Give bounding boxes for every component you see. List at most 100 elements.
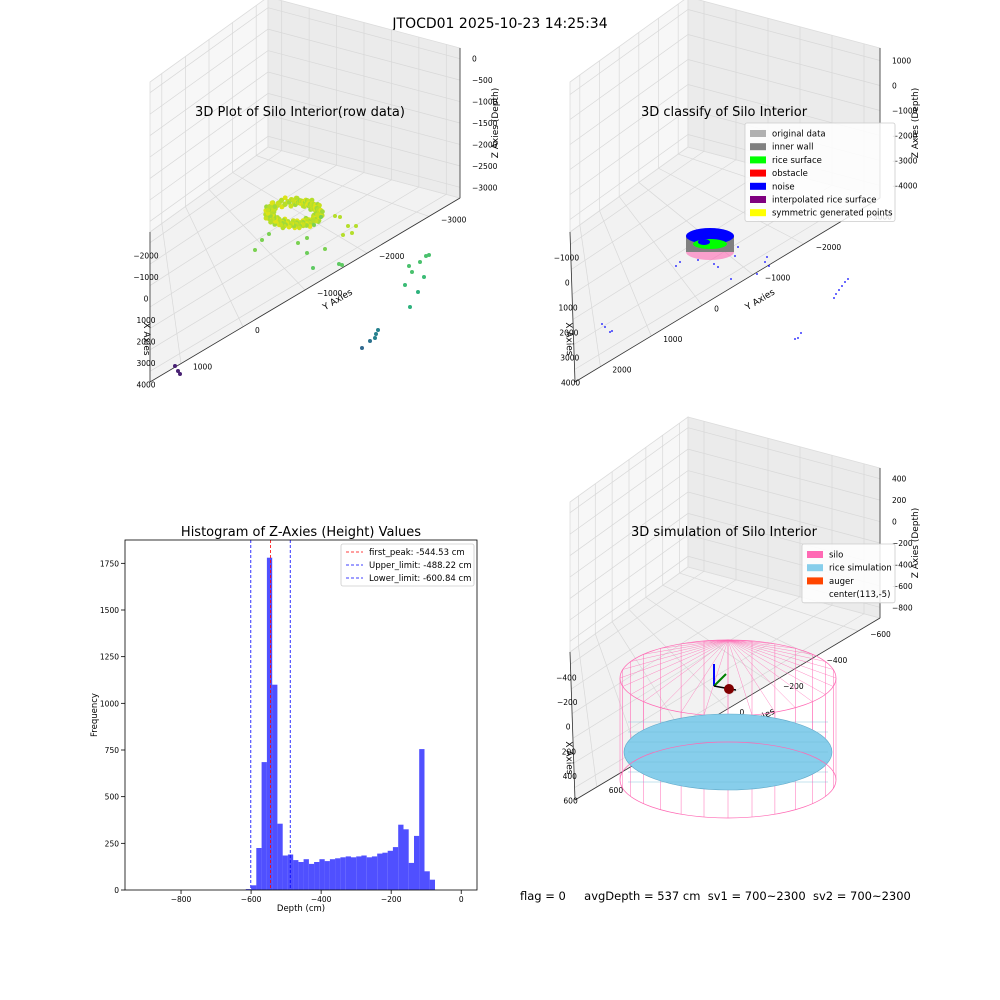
chart-title: 3D classify of Silo Interior [641,105,808,120]
point-raw [422,275,426,279]
histogram-bar [419,749,425,890]
silo-roof-wire [727,639,813,655]
x-axis-line [569,651,576,801]
point-raw [173,364,177,368]
y-tick-label: −200 [783,682,804,691]
legend-swatch [750,169,766,177]
legend-label: inner wall [772,143,813,153]
x-tick-label: −1000 [133,273,159,282]
histogram-bar [345,856,351,890]
point-rice-surface [269,200,275,206]
legend-swatch [750,156,766,164]
grid-y [645,597,772,684]
silo-roof-wire [660,639,729,708]
point-raw [374,332,378,336]
z-tick-label: −3000 [892,157,918,166]
grid-z [149,50,461,136]
silo-roof-wire [643,639,729,655]
silo-roof-wire [622,639,729,670]
point-raw [333,214,337,218]
point-noise [800,332,802,334]
panel-histogram: Histogram of Z-Axies (Height) Values −800… [90,525,478,914]
point-raw [416,290,420,294]
silo-roof-wire [727,639,813,702]
grid-y [679,572,859,632]
x-tick-label: 200 [562,747,577,756]
y-tick-label: 1500 [100,606,119,615]
legend-label: noise [772,182,795,192]
silo-roof-wire [727,639,775,644]
point-noise [675,265,677,267]
point-raw [323,247,327,251]
legend-label: rice surface [772,156,822,166]
silo-roof-wire [630,639,729,662]
point-noise [734,255,736,257]
grid-z [569,491,881,578]
point-raw [176,369,180,373]
silo-bottom-ring [619,741,837,819]
x-tick-label: 2000 [136,337,155,346]
y-tick-label: 500 [105,793,120,802]
x-tick-label: −2000 [133,252,159,261]
x-tick-label: 1000 [559,304,578,313]
point-rice-surface [296,225,302,231]
legend-label: interpolated rice surface [772,196,877,206]
grid-z [569,448,881,535]
silo-roof-wire [660,639,729,649]
x-axis-line [569,231,576,383]
x-tick-label: −400 [311,895,332,904]
point-noise [611,330,613,332]
point-raw [350,231,354,235]
histogram-bar [408,862,414,890]
y-tick-label: 0 [740,708,745,717]
point-rice-surface [310,218,316,223]
histogram-bar [335,858,341,890]
y-axis-label: Frequency [90,693,100,737]
z-tick-label: 200 [892,496,907,505]
x-tick-label: −400 [556,673,577,682]
silo-roof-wire [622,639,729,687]
x-tick-label: 3000 [136,359,155,368]
point-noise [841,285,843,287]
point-noise [679,261,681,263]
point-raw [260,238,264,242]
grid-x [570,150,705,245]
y-tick-label: 1750 [100,559,119,568]
y-tick-label: 0 [714,304,719,313]
panel-classify-3d: −1000 0 1000 2000 3000 4000 2000 1000 0 −1000 −200… [554,0,921,388]
legend-box [801,543,896,604]
point-rice-surface [282,195,288,201]
axis-arrow-y [713,673,727,687]
y-tick-label: −2000 [379,252,405,261]
z-tick-label: −1000 [892,107,918,116]
legend-label: Lower_limit: -600.84 cm [369,574,471,584]
z-tick-label: −200 [892,539,913,548]
point-raw [341,233,345,237]
point-noise [797,337,799,339]
grid-y [161,223,182,364]
point-raw [319,215,323,219]
grid-z [149,71,461,158]
z-tick-label: −1500 [472,119,498,128]
legend-label: rice simulation [829,564,892,574]
x-tick-label: 4000 [136,380,155,389]
histogram-bar [282,855,288,890]
y-axis-line [574,617,881,801]
point-raw [312,223,316,227]
x-tick-label: −200 [557,698,578,707]
grid-y [618,196,703,306]
silo-roof-wire [681,639,729,644]
chart-title: Histogram of Z-Axies (Height) Values [181,525,421,540]
point-noise [609,331,611,333]
silo-roof-wire [727,639,837,679]
status-line: flag = 0 avgDepth = 537 cm sv1 = 700~230… [520,889,911,903]
silo-roof-wire [727,639,753,716]
point-noise [833,297,835,299]
point-noise [697,259,699,261]
histogram-bar [414,835,420,890]
y-axis-line [149,197,461,383]
point-raw [340,263,344,267]
point-noise [844,281,846,283]
y-tick-label: 2000 [612,366,631,375]
z-tick-label: −1000 [472,98,498,107]
